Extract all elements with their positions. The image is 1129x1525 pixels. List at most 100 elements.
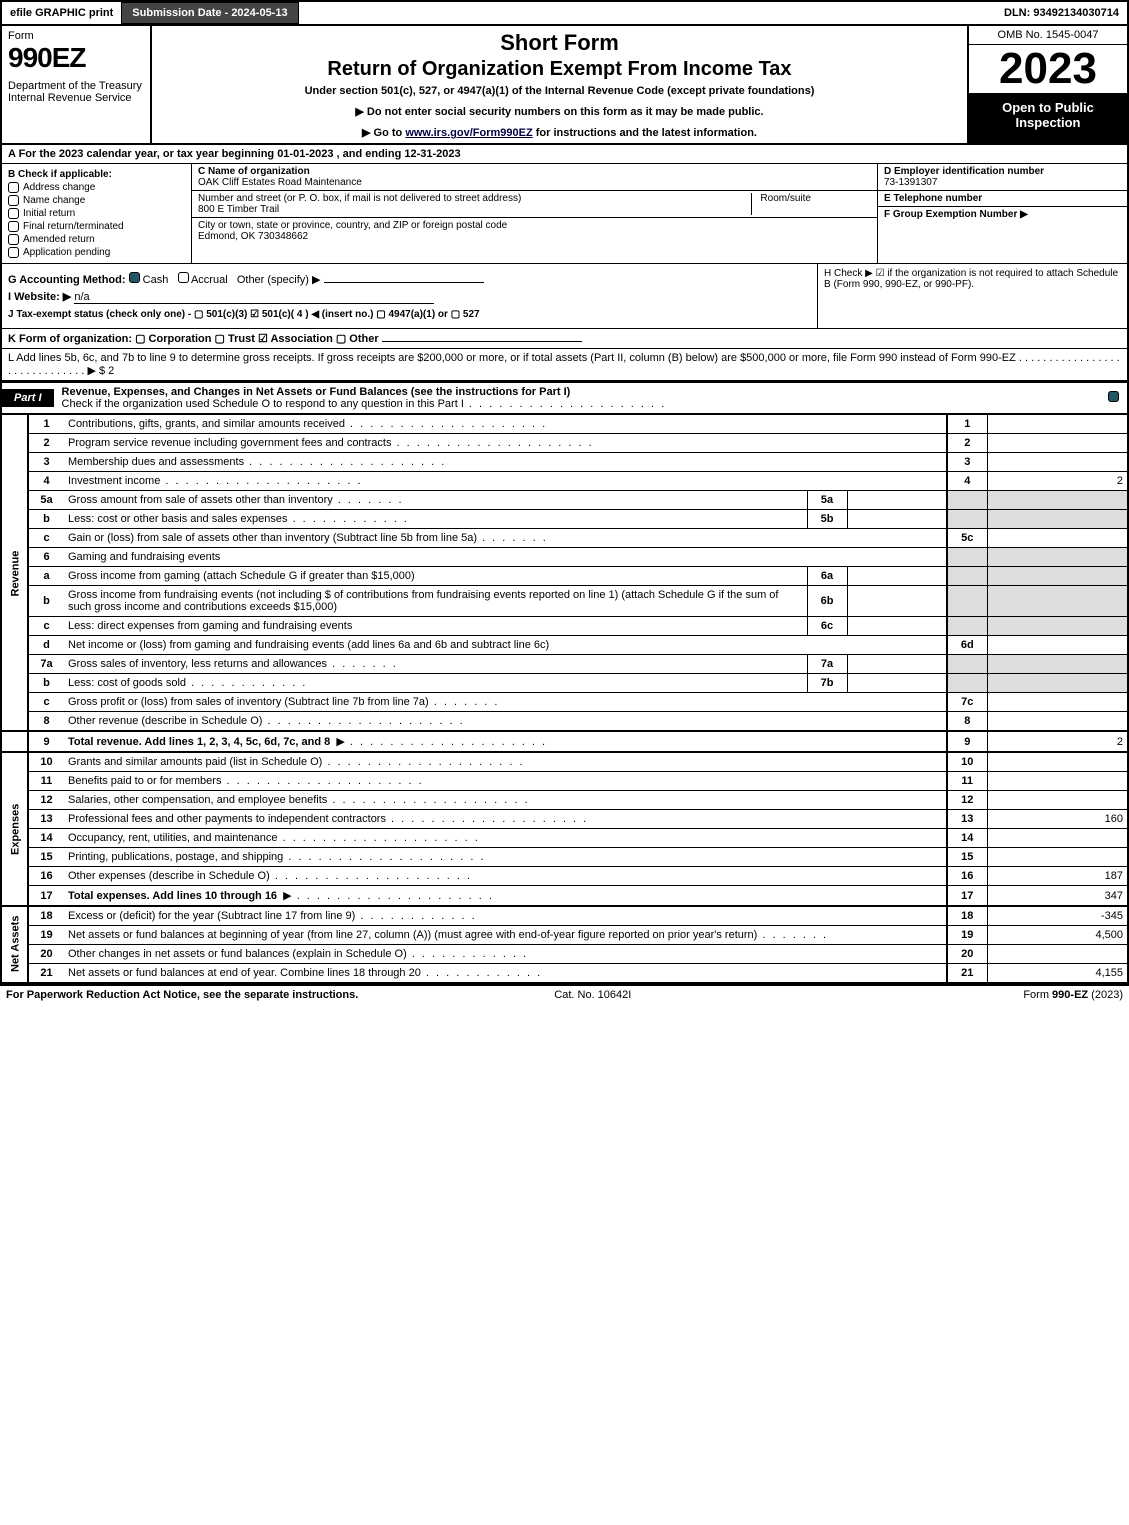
top-bar: efile GRAPHIC print Submission Date - 20… <box>2 2 1127 26</box>
f-group: F Group Exemption Number ▶ <box>878 207 1127 263</box>
table-row: 5aGross amount from sale of assets other… <box>2 491 1127 510</box>
table-row: 13Professional fees and other payments t… <box>2 810 1127 829</box>
other-blank <box>324 282 484 283</box>
part1-tag: Part I <box>2 389 54 407</box>
opt-address: Address change <box>23 182 95 193</box>
c-street-lab: Number and street (or P. O. box, if mail… <box>198 193 521 204</box>
l-row: L Add lines 5b, 6c, and 7b to line 9 to … <box>2 349 1127 381</box>
ln-v <box>987 415 1127 434</box>
footer-mid: Cat. No. 10642I <box>554 989 631 1001</box>
h-text: H Check ▶ ☑ if the organization is not r… <box>824 268 1118 290</box>
return-title: Return of Organization Exempt From Incom… <box>160 58 959 81</box>
lines-table: Revenue 1 Contributions, gifts, grants, … <box>2 414 1127 982</box>
g-accrual: Accrual <box>191 274 228 286</box>
table-row: Net Assets 18Excess or (deficit) for the… <box>2 906 1127 926</box>
opt-amended: Amended return <box>23 234 95 245</box>
opt-initial: Initial return <box>23 208 75 219</box>
i-row: I Website: ▶ n/a <box>8 290 811 304</box>
table-row: 3Membership dues and assessments3 <box>2 453 1127 472</box>
bc-block: B Check if applicable: Address change Na… <box>2 164 1127 264</box>
table-row: bLess: cost of goods sold7b <box>2 674 1127 693</box>
g-row: G Accounting Method: Cash Accrual Other … <box>8 272 811 286</box>
ghi-block: G Accounting Method: Cash Accrual Other … <box>2 264 1127 329</box>
table-row: aGross income from gaming (attach Schedu… <box>2 567 1127 586</box>
table-row: bGross income from fundraising events (n… <box>2 586 1127 617</box>
tax-year: 2023 <box>969 45 1127 94</box>
j-text: J Tax-exempt status (check only one) - ▢… <box>8 309 480 320</box>
revenue-label: Revenue <box>2 415 28 732</box>
table-row: Expenses 10Grants and similar amounts pa… <box>2 752 1127 772</box>
chk-cash[interactable] <box>129 272 140 283</box>
table-row: 9Total revenue. Add lines 1, 2, 3, 4, 5c… <box>2 731 1127 752</box>
part1-chk <box>1108 391 1127 405</box>
header: Form 990EZ Department of the Treasury In… <box>2 26 1127 145</box>
street: 800 E Timber Trail <box>198 204 279 215</box>
e-lab: E Telephone number <box>884 193 982 204</box>
b-title: B Check if applicable: <box>8 169 185 180</box>
chk-initial[interactable] <box>8 208 19 219</box>
ln-desc: Contributions, gifts, grants, and simila… <box>64 415 947 434</box>
table-row: 16Other expenses (describe in Schedule O… <box>2 867 1127 886</box>
c-street: Number and street (or P. O. box, if mail… <box>192 191 877 218</box>
table-row: 12Salaries, other compensation, and empl… <box>2 791 1127 810</box>
c-name-lab: C Name of organization <box>198 166 310 177</box>
table-row: 14Occupancy, rent, utilities, and mainte… <box>2 829 1127 848</box>
chk-address[interactable] <box>8 182 19 193</box>
ein: 73-1391307 <box>884 177 937 188</box>
expenses-label: Expenses <box>2 752 28 906</box>
table-row: 20Other changes in net assets or fund ba… <box>2 945 1127 964</box>
b-column: B Check if applicable: Address change Na… <box>2 164 192 263</box>
table-row: 4Investment income42 <box>2 472 1127 491</box>
room-lab: Room/suite <box>751 193 871 215</box>
c-column: C Name of organization OAK Cliff Estates… <box>192 164 877 263</box>
note-goto: ▶ Go to www.irs.gov/Form990EZ for instru… <box>160 126 959 139</box>
chk-final[interactable] <box>8 221 19 232</box>
dln: DLN: 93492134030714 <box>996 4 1127 22</box>
table-row: cLess: direct expenses from gaming and f… <box>2 617 1127 636</box>
opt-pending: Application pending <box>23 247 110 258</box>
d-lab: D Employer identification number <box>884 166 1044 177</box>
c-city: City or town, state or province, country… <box>192 218 877 244</box>
efile-label: efile GRAPHIC print <box>2 4 121 22</box>
form-word: Form <box>8 30 144 42</box>
omb: OMB No. 1545-0047 <box>969 26 1127 45</box>
k-row: K Form of organization: ▢ Corporation ▢ … <box>2 329 1127 349</box>
note-pre: ▶ Go to <box>362 127 405 139</box>
chk-pending[interactable] <box>8 247 19 258</box>
open-public: Open to Public Inspection <box>969 94 1127 143</box>
footer: For Paperwork Reduction Act Notice, see … <box>0 984 1129 1004</box>
website: n/a <box>74 291 434 304</box>
g-lab: G Accounting Method: <box>8 274 126 286</box>
chk-accrual[interactable] <box>178 272 189 283</box>
under-section: Under section 501(c), 527, or 4947(a)(1)… <box>160 85 959 97</box>
ln-no: 1 <box>28 415 64 434</box>
table-row: 11Benefits paid to or for members11 <box>2 772 1127 791</box>
footer-form: 990-EZ <box>1052 989 1088 1001</box>
part1-title: Revenue, Expenses, and Changes in Net As… <box>54 383 1108 413</box>
table-row: cGross profit or (loss) from sales of in… <box>2 693 1127 712</box>
form-number: 990EZ <box>8 42 144 74</box>
org-name: OAK Cliff Estates Road Maintenance <box>198 177 362 188</box>
netassets-label: Net Assets <box>2 906 28 982</box>
chk-amended[interactable] <box>8 234 19 245</box>
opt-final: Final return/terminated <box>23 221 124 232</box>
part1-header: Part I Revenue, Expenses, and Changes in… <box>2 381 1127 414</box>
g-other: Other (specify) ▶ <box>237 274 321 286</box>
dept: Department of the Treasury Internal Reve… <box>8 80 144 104</box>
chk-name[interactable] <box>8 195 19 206</box>
table-row: 7aGross sales of inventory, less returns… <box>2 655 1127 674</box>
h-box: H Check ▶ ☑ if the organization is not r… <box>817 264 1127 328</box>
short-form: Short Form <box>160 30 959 56</box>
header-right: OMB No. 1545-0047 2023 Open to Public In… <box>967 26 1127 143</box>
opt-name: Name change <box>23 195 85 206</box>
header-left: Form 990EZ Department of the Treasury In… <box>2 26 152 143</box>
table-row: dNet income or (loss) from gaming and fu… <box>2 636 1127 655</box>
irs-link[interactable]: www.irs.gov/Form990EZ <box>405 127 532 139</box>
note-post: for instructions and the latest informat… <box>533 127 757 139</box>
table-row: 6Gaming and fundraising events <box>2 548 1127 567</box>
ln-c: 1 <box>947 415 987 434</box>
note-ssn: ▶ Do not enter social security numbers o… <box>160 105 959 118</box>
city: Edmond, OK 730348662 <box>198 231 308 242</box>
chk-schedule-o[interactable] <box>1108 391 1119 402</box>
g-cash: Cash <box>143 274 169 286</box>
